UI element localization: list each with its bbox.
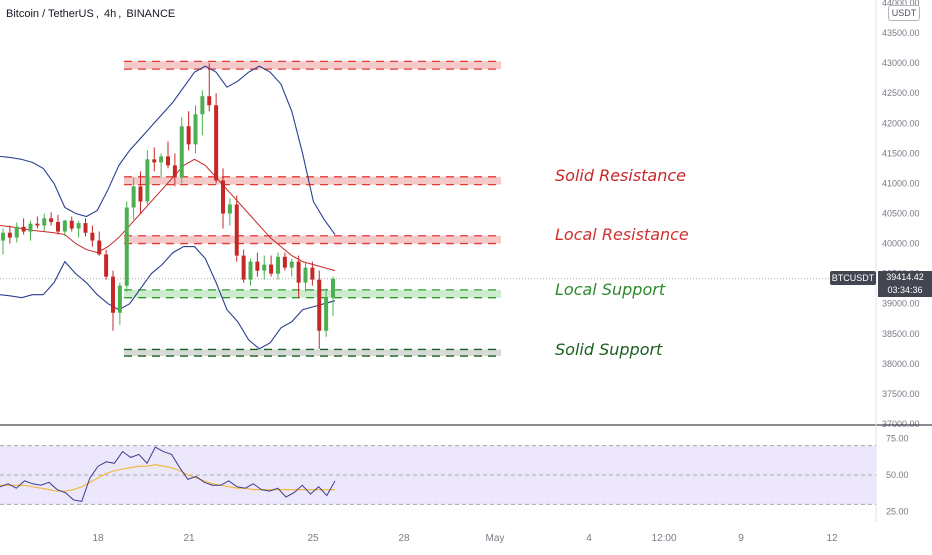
y-tick-label: 38000.00	[882, 359, 920, 369]
rsi-tick-label: 25.00	[886, 507, 909, 517]
candle-body	[324, 297, 329, 331]
y-tick-label: 40500.00	[882, 209, 920, 219]
y-tick-label: 39000.00	[882, 299, 920, 309]
rsi-tick-label: 50.00	[886, 470, 909, 480]
candle-body	[49, 218, 54, 222]
y-tick-label: 41500.00	[882, 148, 920, 158]
candle-body	[200, 96, 205, 115]
candle-body	[83, 223, 88, 233]
candle-body	[14, 226, 19, 238]
bar-countdown: 03:34:36	[887, 285, 923, 295]
candle-body	[76, 223, 81, 229]
zone-fill	[124, 176, 501, 185]
candle-body	[248, 261, 253, 280]
candle-body	[172, 165, 177, 178]
candle-body	[152, 159, 157, 163]
interval[interactable]: 4h	[103, 8, 117, 20]
candle-body	[117, 285, 122, 313]
zone-fill	[124, 235, 501, 244]
candle-body	[269, 264, 274, 274]
candle-body	[7, 232, 12, 238]
x-tick-label: 12	[826, 533, 838, 544]
zone-fill	[124, 61, 501, 70]
bollinger-lower	[0, 246, 336, 350]
candle-body	[289, 261, 294, 268]
y-tick-label: 44000.00	[882, 0, 920, 8]
zone-fill	[124, 349, 501, 357]
candle-body	[104, 254, 109, 277]
y-tick-label: 40000.00	[882, 239, 920, 249]
candle-body	[310, 267, 315, 280]
candle-body	[255, 261, 260, 271]
candle-body	[193, 114, 198, 145]
bollinger-upper	[0, 65, 336, 235]
y-tick-label: 38500.00	[882, 329, 920, 339]
candle-body	[56, 221, 60, 232]
candle-body	[234, 204, 239, 256]
y-tick-label: 42500.00	[882, 88, 920, 98]
x-tick-label: 25	[307, 533, 319, 544]
annotation-local-resistance: Local Resistance	[555, 225, 689, 244]
candle-body	[207, 96, 212, 106]
candle-body	[262, 264, 267, 271]
candle-body	[241, 255, 246, 280]
annotation-solid-support: Solid Support	[555, 340, 663, 359]
candle-body	[159, 156, 164, 163]
candle-body	[111, 276, 115, 313]
x-tick-label: 28	[398, 533, 410, 544]
candle-body	[35, 223, 40, 226]
candle-body	[296, 261, 301, 283]
x-tick-label: 18	[92, 533, 104, 544]
y-tick-label: 37000.00	[882, 419, 920, 429]
candle-body	[303, 267, 308, 283]
chart-header: Bitcoin / TetherUS, 4h, BINANCE	[6, 8, 176, 20]
candle-body	[317, 279, 322, 331]
x-tick-label: May	[486, 533, 505, 544]
y-tick-label: 43000.00	[882, 58, 920, 68]
currency-badge[interactable]: USDT	[888, 5, 920, 21]
candle-body	[97, 240, 102, 255]
candle-body	[221, 180, 225, 214]
candle-body	[179, 126, 184, 178]
last-price-box: 39414.42 03:34:36	[878, 271, 932, 297]
candle-body	[276, 256, 280, 274]
rsi-tick-label: 75.00	[886, 433, 909, 443]
candle-body	[145, 159, 150, 202]
symbol-name: Bitcoin / TetherUS	[6, 8, 94, 20]
bollinger-basis	[0, 158, 336, 272]
y-tick-label: 42000.00	[882, 118, 920, 128]
candle-body	[131, 186, 136, 208]
zone-fill	[124, 289, 501, 298]
candle-body	[1, 232, 5, 241]
candle-body	[186, 126, 191, 145]
x-tick-label: 4	[586, 533, 592, 544]
candle-body	[21, 226, 26, 232]
annotation-solid-resistance: Solid Resistance	[555, 166, 687, 185]
candle-body	[62, 220, 67, 232]
y-tick-label: 43500.00	[882, 28, 920, 38]
x-tick-label: 21	[183, 533, 195, 544]
candle-body	[331, 278, 335, 298]
ticker-tag: BTCUSDT	[830, 271, 876, 285]
candle-body	[90, 232, 95, 241]
x-tick-label: 12:00	[651, 533, 676, 544]
candle-body	[227, 204, 232, 214]
y-tick-label: 41000.00	[882, 178, 920, 188]
y-tick-label: 37500.00	[882, 389, 920, 399]
candle-body	[282, 256, 287, 268]
last-price: 39414.42	[886, 272, 924, 282]
candle-body	[69, 220, 74, 229]
annotation-local-support: Local Support	[555, 280, 666, 299]
candle-body	[28, 223, 33, 232]
candle-body	[138, 186, 143, 202]
candle-body	[166, 156, 170, 166]
exchange: BINANCE	[126, 8, 176, 20]
rsi-line	[0, 446, 336, 502]
candle-body	[214, 105, 219, 181]
candle-body	[42, 218, 47, 226]
candle-body	[124, 207, 129, 286]
x-tick-label: 9	[738, 533, 744, 544]
